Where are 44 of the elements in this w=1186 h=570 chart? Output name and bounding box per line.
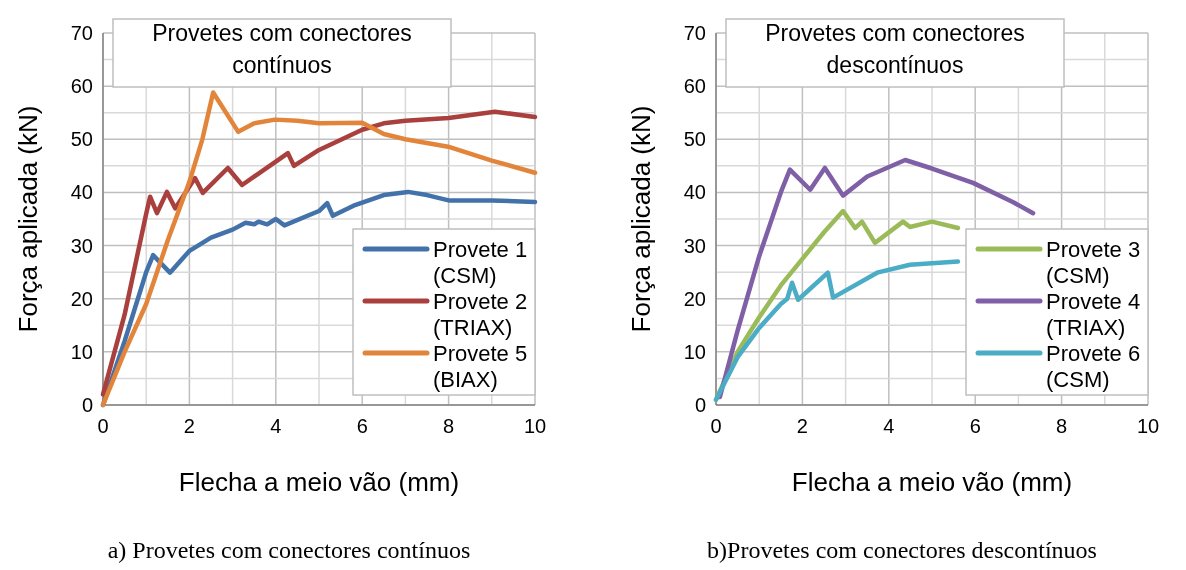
line-series [713,259,961,402]
x-tick-label: 0 [710,415,722,437]
x-tick-label: 10 [523,415,547,437]
y-tick-label: 10 [70,340,93,363]
text: a) Provetes com conectores contínuos [107,537,471,563]
x-tick-label: 0 [97,415,109,437]
text: b)Provetes com conectores descontínuos [707,537,1097,563]
x-tick-label: 6 [969,415,981,437]
y-tick-label: 60 [70,75,93,98]
y-axis-title: Força aplicada (kN) [626,105,656,333]
legend-label: Provete 5 (BIAX) [433,341,528,392]
x-axis-title: Flecha a meio vão (mm) [178,467,460,497]
x-axis-title: Flecha a meio vão (mm) [791,467,1073,497]
y-axis-title: Força aplicada (kN) [13,105,43,333]
y-tick-label: 40 [683,181,706,204]
legend-label: Provete 3 (CSM) [1046,237,1141,288]
y-tick-label: 20 [70,287,93,310]
legend-label: Provete 4 (TRIAX) [1046,289,1141,340]
y-tick-label: 20 [683,287,706,310]
line-series [717,157,1036,400]
y-tick-label: 30 [70,234,93,257]
y-tick-label: 60 [683,75,706,98]
x-tick-label: 4 [270,415,282,437]
x-tick-label: 2 [796,415,808,437]
legend-label: Provete 2 (TRIAX) [433,289,528,340]
x-tick-label: 4 [883,415,895,437]
legend-label: Provete 6 (CSM) [1046,341,1141,392]
x-tick-label: 10 [1136,415,1160,437]
y-tick-label: 0 [694,394,706,416]
y-tick-label: 70 [683,22,706,44]
x-tick-label: 8 [1056,415,1068,437]
chart-title: Provetes com conectores descontínuos [765,20,1025,78]
chart-title: Provetes com conectores contínuos [152,20,412,78]
x-tick-label: 8 [443,415,455,437]
x-tick-label: 2 [183,415,195,437]
y-tick-label: 50 [70,128,93,151]
y-tick-label: 0 [81,394,93,416]
y-tick-label: 10 [683,340,706,363]
x-tick-label: 6 [356,415,368,437]
y-tick-label: 50 [683,128,706,151]
y-tick-label: 30 [683,234,706,257]
y-tick-label: 40 [70,181,93,204]
legend-label: Provete 1 (CSM) [433,237,528,288]
y-tick-label: 70 [70,22,93,44]
